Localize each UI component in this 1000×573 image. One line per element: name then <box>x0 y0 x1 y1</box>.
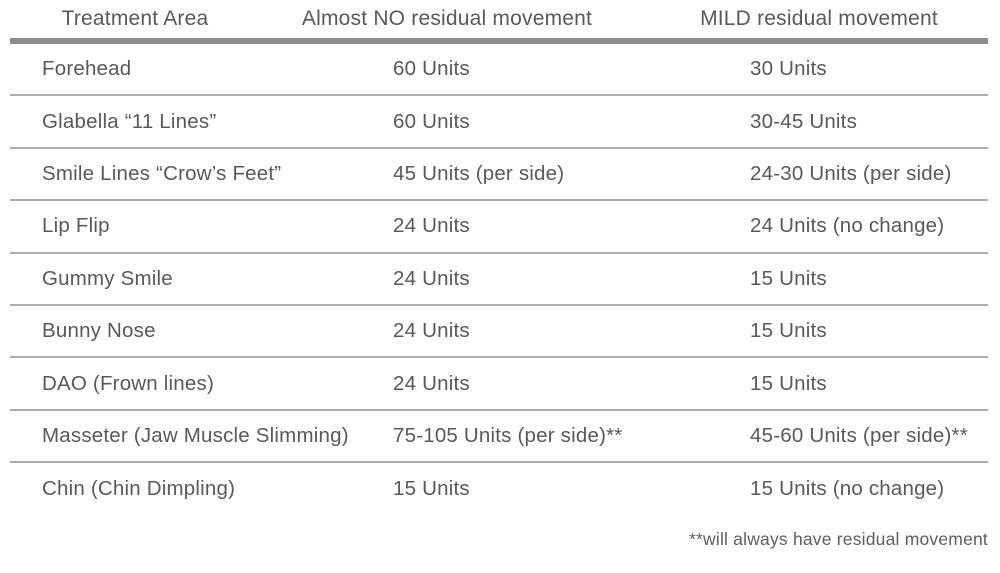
table-row: Gummy Smile 24 Units 15 Units <box>10 254 988 306</box>
cell-almost-no-units: 24 Units <box>393 371 470 395</box>
cell-treatment-area: Bunny Nose <box>42 319 156 343</box>
cell-mild-units: 45-60 Units (per side)** <box>750 423 968 447</box>
cell-treatment-area: DAO (Frown lines) <box>42 371 214 395</box>
header-divider-bar <box>10 38 988 44</box>
cell-mild-units: 30 Units <box>750 57 827 81</box>
cell-treatment-area: Forehead <box>42 57 132 81</box>
cell-mild-units: 15 Units <box>750 371 827 395</box>
table-row: DAO (Frown lines) 24 Units 15 Units <box>10 358 988 411</box>
cell-mild-units: 30-45 Units <box>750 109 858 133</box>
cell-almost-no-units: 24 Units <box>393 319 470 343</box>
cell-mild-units: 15 Units <box>750 319 827 343</box>
table-row: Bunny Nose 24 Units 15 Units <box>10 306 988 359</box>
cell-almost-no-units: 60 Units <box>393 57 470 81</box>
cell-treatment-area: Lip Flip <box>42 214 110 238</box>
column-header-treatment-area: Treatment Area <box>61 7 209 30</box>
table-header-row: Treatment Area Almost NO residual moveme… <box>10 0 988 38</box>
cell-almost-no-units: 24 Units <box>393 266 470 290</box>
cell-almost-no-units: 45 Units (per side) <box>393 161 565 185</box>
table-row: Glabella “11 Lines” 60 Units 30-45 Units <box>10 96 988 149</box>
cell-mild-units: 15 Units (no change) <box>750 477 945 501</box>
table-row: Forehead 60 Units 30 Units <box>10 44 988 97</box>
table-row: Lip Flip 24 Units 24 Units (no change) <box>10 201 988 254</box>
table-row: Masseter (Jaw Muscle Slimming) 75-105 Un… <box>10 411 988 464</box>
column-header-almost-no-movement: Almost NO residual movement <box>301 7 593 30</box>
dosing-table: Treatment Area Almost NO residual moveme… <box>10 0 988 550</box>
column-header-mild-movement: MILD residual movement <box>700 7 938 30</box>
cell-almost-no-units: 24 Units <box>393 214 470 238</box>
cell-almost-no-units: 15 Units <box>393 477 470 501</box>
cell-treatment-area: Gummy Smile <box>42 266 173 290</box>
cell-treatment-area: Masseter (Jaw Muscle Slimming) <box>42 423 349 447</box>
footnote: **will always have residual movement <box>689 528 988 549</box>
cell-treatment-area: Chin (Chin Dimpling) <box>42 477 236 501</box>
table-body: Forehead 60 Units 30 Units Glabella “11 … <box>10 44 988 516</box>
cell-almost-no-units: 60 Units <box>393 109 470 133</box>
cell-mild-units: 24-30 Units (per side) <box>750 161 952 185</box>
table-row: Smile Lines “Crow’s Feet” 45 Units (per … <box>10 149 988 202</box>
cell-mild-units: 15 Units <box>750 266 827 290</box>
cell-almost-no-units: 75-105 Units (per side)** <box>393 423 623 447</box>
cell-treatment-area: Smile Lines “Crow’s Feet” <box>42 161 282 185</box>
cell-mild-units: 24 Units (no change) <box>750 214 945 238</box>
table-row: Chin (Chin Dimpling) 15 Units 15 Units (… <box>10 463 988 515</box>
cell-treatment-area: Glabella “11 Lines” <box>42 109 217 133</box>
